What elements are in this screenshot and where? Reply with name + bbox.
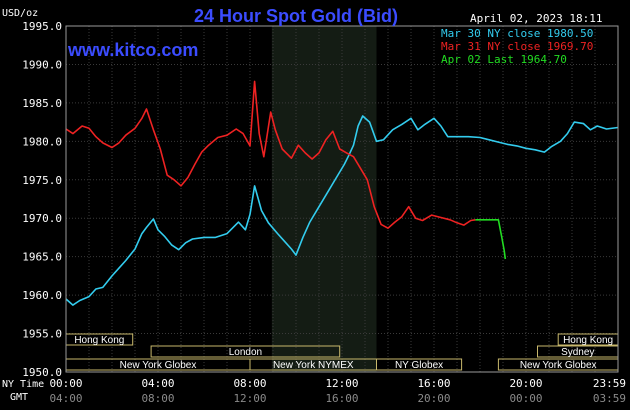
x-axis-label-ny: NY Time [2, 379, 44, 390]
session-box [376, 358, 463, 371]
session-label: Sydney [561, 347, 594, 358]
y-tick-label: 1990.0 [22, 58, 62, 71]
legend-entry-mar31: Mar 31 NY close 1969.70 [441, 40, 593, 53]
legend-entry-mar30: Mar 30 NY close 1980.50 [441, 27, 593, 40]
market-sessions: Hong Kong Hong Kong London Sydney New York G… [65, 333, 619, 371]
axes: 1995.0 1990.0 1985.0 1980.0 1975.0 1970.0 1965… [2, 20, 626, 405]
legend: Mar 30 NY close 1980.50 Mar 31 NY close … [441, 27, 593, 66]
price-series [65, 80, 619, 306]
series-line-mar-30 [65, 115, 619, 306]
x-tick-label-gmt: 00:00 [509, 392, 542, 405]
y-tick-label: 1975.0 [22, 174, 62, 187]
x-tick-label-ny: 00:00 [49, 377, 82, 390]
y-tick-label: 1960.0 [22, 289, 62, 302]
x-tick-label-gmt: 03:59 [593, 392, 626, 405]
x-axis-label-gmt: GMT [10, 392, 28, 403]
x-tick-label-gmt: 12:00 [233, 392, 266, 405]
y-tick-label: 1955.0 [22, 328, 62, 341]
unit-label: USD/oz [2, 8, 38, 19]
x-tick-label-ny: 12:00 [325, 377, 358, 390]
x-tick-label-ny: 08:00 [233, 377, 266, 390]
y-tick-label: 1980.0 [22, 135, 62, 148]
session-label: New York Globex [120, 360, 197, 371]
x-tick-label-ny: 20:00 [509, 377, 542, 390]
x-tick-label-gmt: 08:00 [141, 392, 174, 405]
session-label: Hong Kong [74, 335, 124, 346]
plot-frame [65, 25, 619, 373]
x-tick-label-gmt: 04:00 [49, 392, 82, 405]
session-label: New York Globex [520, 360, 597, 371]
x-tick-label-ny: 16:00 [417, 377, 450, 390]
y-tick-label: 1970.0 [22, 212, 62, 225]
y-tick-label: 1985.0 [22, 97, 62, 110]
watermark-url: www.kitco.com [67, 40, 198, 60]
series-line-apr-02 [475, 219, 507, 260]
session-label: New York NYMEX [273, 360, 354, 371]
y-tick-label: 1950.0 [22, 366, 62, 379]
session-box [150, 345, 341, 358]
session-label: NY Globex [395, 360, 443, 371]
y-tick-label: 1965.0 [22, 251, 62, 264]
session-label: Hong Kong [563, 335, 613, 346]
x-tick-label-gmt: 16:00 [325, 392, 358, 405]
x-tick-label-gmt: 20:00 [417, 392, 450, 405]
legend-entry-apr02: Apr 02 Last 1964.70 [441, 53, 567, 66]
chart-title: 24 Hour Spot Gold (Bid) [194, 6, 398, 26]
session-label: London [229, 347, 262, 358]
x-tick-label-ny: 23:59 [593, 377, 626, 390]
x-tick-label-ny: 04:00 [141, 377, 174, 390]
timestamp: April 02, 2023 18:11 [470, 12, 602, 25]
series-line-mar-31 [65, 80, 476, 229]
y-tick-label: 1995.0 [22, 20, 62, 33]
